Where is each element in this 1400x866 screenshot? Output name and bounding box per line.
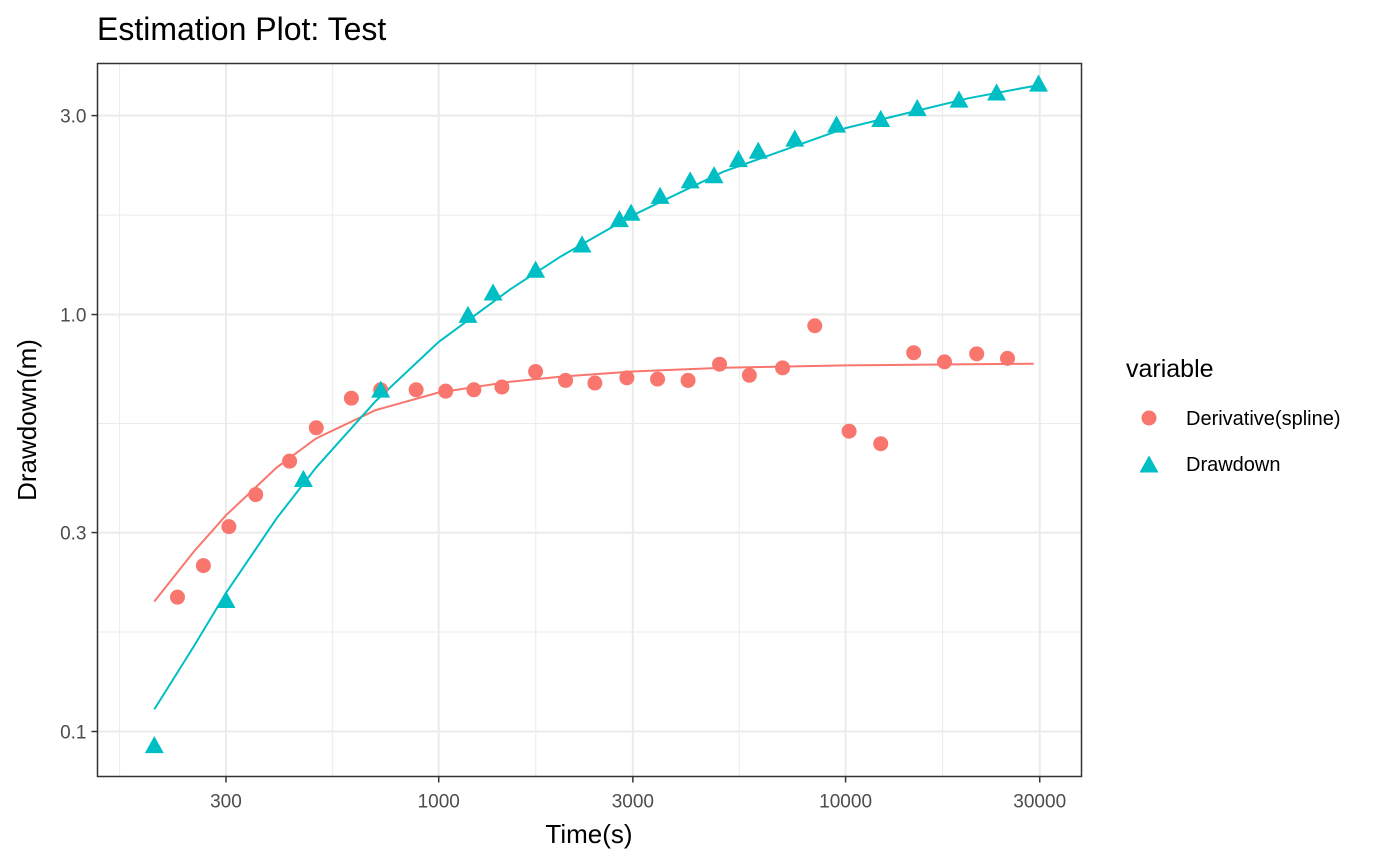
drawdown-point xyxy=(650,186,670,204)
x-tick-label: 3000 xyxy=(612,792,654,813)
drawdown-point xyxy=(827,115,847,133)
legend-label: Derivative(spline) xyxy=(1186,408,1341,430)
legend-entries: Derivative(spline) Drawdown xyxy=(1139,408,1341,476)
derivative-spline-point xyxy=(408,382,424,398)
x-tick-label: 30000 xyxy=(1013,792,1066,813)
derivative-spline-point xyxy=(741,367,757,383)
derivative-spline-point xyxy=(775,360,791,376)
legend-key-triangle xyxy=(1139,455,1159,473)
drawdown-point xyxy=(458,305,478,323)
drawdown-point xyxy=(704,166,724,184)
drawdown-point xyxy=(621,203,641,221)
drawdown-point xyxy=(609,209,629,228)
derivative-spline-point xyxy=(282,453,298,469)
drawdown-point xyxy=(572,235,592,253)
drawdown-point xyxy=(483,283,503,301)
legend-label: Drawdown xyxy=(1186,454,1280,476)
drawdown-point xyxy=(293,469,313,487)
x-tick-label: 10000 xyxy=(819,792,872,813)
y-tick-label: 0.1 xyxy=(60,723,86,744)
derivative-spline-point xyxy=(343,390,359,406)
derivative-spline-point xyxy=(221,519,237,535)
drawdown-fit-line xyxy=(153,84,1039,710)
derivative-spline-point xyxy=(1000,350,1016,366)
plot-panel-border xyxy=(96,62,1083,778)
drawdown-point xyxy=(1029,74,1049,92)
derivative-spline-point xyxy=(466,382,482,398)
drawdown-point xyxy=(907,99,927,117)
derivative-spline-point xyxy=(906,345,922,361)
derivative-spline-point xyxy=(169,589,185,605)
derivative-spline-point xyxy=(873,436,889,452)
grid-major xyxy=(97,63,1082,777)
y-tick-label: 1.0 xyxy=(60,306,86,327)
derivative-spline-point xyxy=(936,354,952,370)
y-tick-label: 3.0 xyxy=(60,107,86,128)
drawdown-point xyxy=(728,149,748,168)
legend-title: variable xyxy=(1126,355,1214,383)
derivative-spline-point xyxy=(712,356,728,372)
drawdown-point xyxy=(785,129,805,147)
derivative-spline-point xyxy=(558,372,574,388)
derivative-spline-point xyxy=(494,379,510,395)
y-tick-label: 0.3 xyxy=(60,524,86,545)
chart-title: Estimation Plot: Test xyxy=(97,11,386,47)
x-axis-title: Time(s) xyxy=(545,819,632,849)
derivative-spline-point xyxy=(807,318,823,334)
drawdown-point xyxy=(144,736,164,754)
y-axis-title: Drawdown(m) xyxy=(12,339,42,501)
derivative-spline-point xyxy=(528,364,544,380)
derivative-spline-point xyxy=(680,372,696,388)
drawdown-point xyxy=(526,260,546,278)
derivative-spline-point xyxy=(308,420,324,436)
x-tick-label: 300 xyxy=(210,792,242,813)
derivative-spline-point xyxy=(587,375,603,391)
data-points xyxy=(144,74,1049,754)
derivative-spline-point xyxy=(438,383,454,399)
derivative-spline-point xyxy=(248,487,264,503)
grid-minor xyxy=(97,63,1082,777)
drawdown-point xyxy=(949,90,969,108)
x-tick-label: 1000 xyxy=(418,792,460,813)
drawdown-point xyxy=(680,171,700,189)
derivative-spline-point xyxy=(619,370,635,386)
drawdown-point xyxy=(371,380,391,398)
derivative-spline-point xyxy=(841,423,857,439)
derivative-spline-point xyxy=(195,558,211,574)
plot-panel-background xyxy=(97,63,1082,777)
legend-key-circle xyxy=(1141,410,1157,426)
derivative-spline-point xyxy=(650,371,666,387)
drawdown-point xyxy=(987,83,1007,101)
legend: variable Derivative(spline) Drawdown xyxy=(1126,355,1341,476)
x-axis: 300 1000 3000 10000 30000 xyxy=(210,776,1066,813)
drawdown-point xyxy=(871,109,891,127)
drawdown-point xyxy=(748,141,768,159)
drawdown-point xyxy=(216,590,236,609)
derivative-spline-point xyxy=(969,346,985,362)
y-axis: 0.1 0.3 1.0 3.0 xyxy=(60,107,98,744)
